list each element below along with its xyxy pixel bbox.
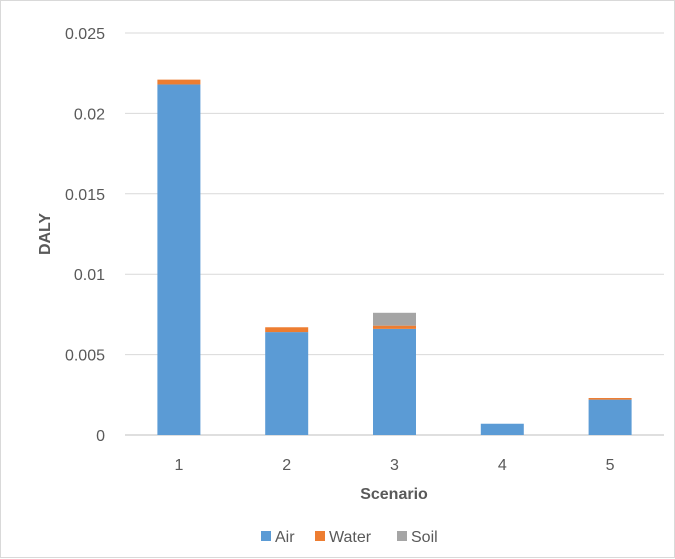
bar-air-scenario-4 xyxy=(480,423,524,435)
bar-soil-scenario-3 xyxy=(373,312,416,326)
bar-water-scenario-3 xyxy=(373,325,416,329)
bar-water-scenario-1 xyxy=(157,79,201,85)
legend: Air Water Soil xyxy=(261,529,438,546)
bar-air-scenario-3 xyxy=(373,328,416,435)
bar-water-scenario-2 xyxy=(265,327,309,333)
legend-label-soil: Soil xyxy=(411,529,438,546)
y-axis-title: DALY xyxy=(37,213,54,255)
x-tick-label: 5 xyxy=(606,457,615,474)
bar-air-scenario-5 xyxy=(588,399,632,435)
y-tick-label: 0.02 xyxy=(74,106,105,123)
y-tick-label: 0.015 xyxy=(65,187,105,204)
x-tick-label: 2 xyxy=(282,457,291,474)
x-tick-label: 4 xyxy=(498,457,507,474)
y-tick-label: 0.025 xyxy=(65,26,105,43)
legend-label-water: Water xyxy=(329,529,372,546)
legend-label-air: Air xyxy=(275,529,295,546)
x-axis-title: Scenario xyxy=(360,486,428,503)
bar-air-scenario-2 xyxy=(265,332,309,435)
y-tick-label: 0 xyxy=(96,428,105,445)
x-tick-label: 1 xyxy=(174,457,183,474)
legend-swatch-soil xyxy=(397,531,407,541)
y-tick-label: 0.01 xyxy=(74,267,105,284)
y-tick-label: 0.005 xyxy=(65,348,105,365)
bar-air-scenario-1 xyxy=(157,84,201,436)
bar-water-scenario-5 xyxy=(588,398,632,400)
legend-swatch-air xyxy=(261,531,271,541)
legend-swatch-water xyxy=(315,531,325,541)
x-tick-label: 3 xyxy=(390,457,399,474)
